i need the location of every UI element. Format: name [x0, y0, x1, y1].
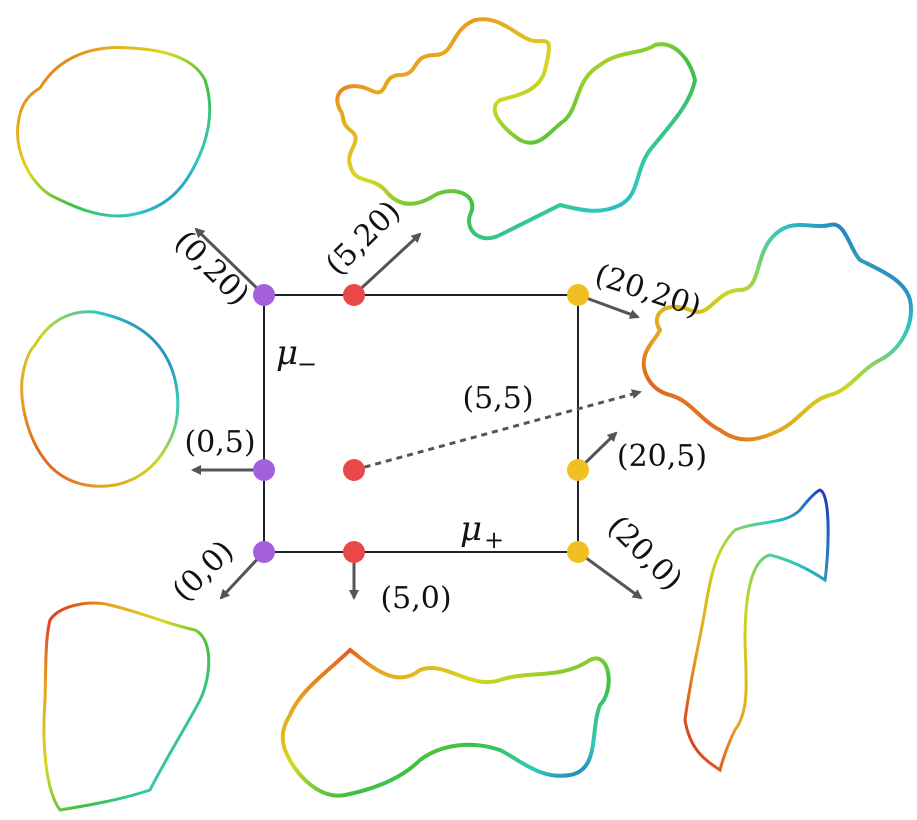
point-0-5 — [253, 459, 275, 481]
point-20-20 — [567, 284, 589, 306]
points — [253, 284, 589, 563]
point-5-5 — [343, 459, 365, 481]
label-20-0: (20,0) — [600, 509, 689, 598]
point-5-20 — [343, 284, 365, 306]
point-5-0 — [343, 541, 365, 563]
point-20-5 — [567, 459, 589, 481]
arrow-20-0 — [577, 550, 643, 600]
mu-minus-label: μ − — [276, 333, 317, 378]
label-5-0: (5,0) — [380, 581, 451, 616]
label-5-5: (5,5) — [462, 381, 533, 416]
svg-text:μ: μ — [460, 509, 482, 549]
polymer-bottom-left — [42, 601, 211, 812]
polymer-top-center — [335, 17, 698, 241]
arrow-5-20 — [352, 232, 422, 297]
label-5-20: (5,20) — [319, 194, 408, 283]
point-0-20 — [253, 284, 275, 306]
point-0-0 — [253, 541, 275, 563]
svg-text:μ: μ — [276, 333, 298, 373]
polymer-bottom-center — [280, 647, 611, 798]
label-0-0: (0,0) — [166, 534, 241, 609]
arrow-5-5 — [353, 389, 642, 472]
point-20-0 — [567, 541, 589, 563]
polymer-bottom-right — [683, 488, 830, 773]
svg-text:−: − — [297, 350, 317, 378]
label-20-5: (20,5) — [617, 439, 707, 474]
mu-plus-label: μ + — [460, 509, 504, 554]
svg-text:+: + — [484, 526, 504, 554]
parameter-frame — [263, 294, 579, 553]
polymer-right-globule — [641, 222, 913, 442]
polymer-mid-left — [20, 310, 180, 488]
label-0-20: (0,20) — [167, 224, 256, 313]
label-20-20: (20,20) — [591, 257, 706, 324]
polymer-top-left — [16, 46, 212, 218]
label-0-5: (0,5) — [184, 425, 255, 460]
arrow-0-20 — [194, 227, 266, 297]
